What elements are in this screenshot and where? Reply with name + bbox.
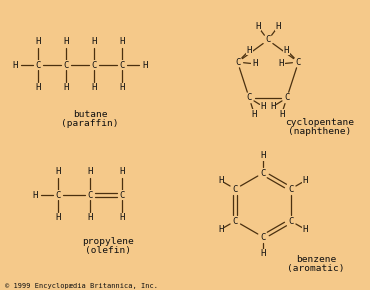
- Text: C: C: [91, 61, 97, 70]
- Text: C: C: [63, 61, 69, 70]
- Text: cyclopentane: cyclopentane: [286, 118, 354, 127]
- Text: propylene: propylene: [82, 237, 134, 246]
- Text: © 1999 Encyclopædia Britannica, Inc.: © 1999 Encyclopædia Britannica, Inc.: [5, 283, 158, 289]
- Text: H: H: [87, 168, 93, 177]
- Text: C: C: [55, 191, 61, 200]
- Text: C: C: [246, 93, 252, 102]
- Text: H: H: [260, 151, 266, 160]
- Text: H: H: [91, 84, 97, 93]
- Text: H: H: [35, 84, 41, 93]
- Text: (olefin): (olefin): [85, 246, 131, 255]
- Text: H: H: [142, 61, 148, 70]
- Text: C: C: [265, 35, 271, 44]
- Text: H: H: [55, 213, 61, 222]
- Text: C: C: [288, 184, 293, 193]
- Text: H: H: [55, 168, 61, 177]
- Text: C: C: [260, 168, 266, 177]
- Text: H: H: [119, 168, 125, 177]
- Text: H: H: [63, 84, 69, 93]
- Text: H: H: [279, 59, 284, 68]
- Text: C: C: [119, 191, 125, 200]
- Text: (paraffin): (paraffin): [61, 119, 119, 128]
- Text: H: H: [247, 46, 252, 55]
- Text: H: H: [119, 213, 125, 222]
- Text: C: C: [233, 184, 238, 193]
- Text: H: H: [119, 37, 125, 46]
- Text: C: C: [235, 58, 240, 67]
- Text: C: C: [233, 217, 238, 226]
- Text: H: H: [279, 110, 285, 119]
- Text: butane: butane: [73, 110, 107, 119]
- Text: C: C: [296, 58, 301, 67]
- Text: (aromatic): (aromatic): [287, 264, 345, 273]
- Text: C: C: [119, 61, 125, 70]
- Text: H: H: [35, 37, 41, 46]
- Text: H: H: [32, 191, 38, 200]
- Text: H: H: [255, 22, 260, 31]
- Text: H: H: [91, 37, 97, 46]
- Text: C: C: [35, 61, 41, 70]
- Text: H: H: [276, 22, 281, 31]
- Text: H: H: [260, 249, 266, 258]
- Text: H: H: [252, 59, 257, 68]
- Text: H: H: [12, 61, 18, 70]
- Text: H: H: [87, 213, 93, 222]
- Text: H: H: [119, 84, 125, 93]
- Text: benzene: benzene: [296, 255, 336, 264]
- Text: H: H: [260, 102, 266, 111]
- Text: H: H: [252, 110, 257, 119]
- Text: C: C: [260, 233, 266, 242]
- Text: (naphthene): (naphthene): [288, 127, 352, 136]
- Text: H: H: [218, 176, 223, 185]
- Text: H: H: [270, 102, 276, 111]
- Text: C: C: [288, 217, 293, 226]
- Text: H: H: [218, 225, 223, 234]
- Text: C: C: [87, 191, 93, 200]
- Text: H: H: [303, 225, 308, 234]
- Text: H: H: [63, 37, 69, 46]
- Text: C: C: [284, 93, 289, 102]
- Text: H: H: [303, 176, 308, 185]
- Text: H: H: [284, 46, 289, 55]
